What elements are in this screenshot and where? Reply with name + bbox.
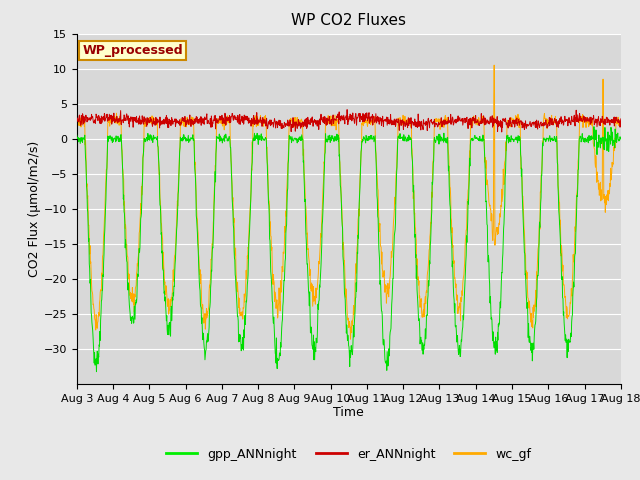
Text: WP_processed: WP_processed [82, 44, 183, 57]
Legend: gpp_ANNnight, er_ANNnight, wc_gf: gpp_ANNnight, er_ANNnight, wc_gf [161, 443, 536, 466]
Title: WP CO2 Fluxes: WP CO2 Fluxes [291, 13, 406, 28]
X-axis label: Time: Time [333, 407, 364, 420]
Y-axis label: CO2 Flux (μmol/m2/s): CO2 Flux (μmol/m2/s) [28, 141, 41, 277]
